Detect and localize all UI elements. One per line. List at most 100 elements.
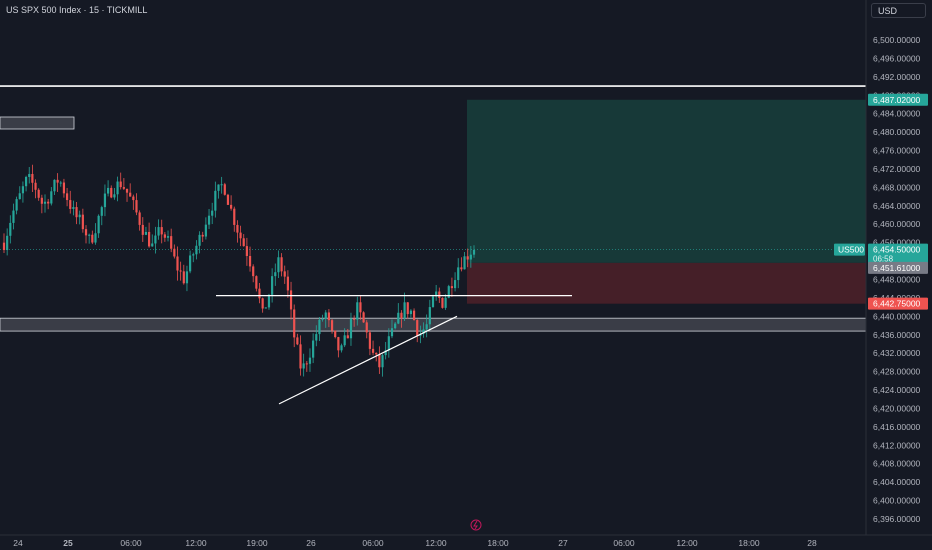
time-tick-label: 27: [558, 538, 568, 548]
candle-body: [359, 302, 362, 313]
candle-body: [356, 302, 359, 320]
candle-body: [444, 297, 447, 308]
candle-body: [113, 194, 116, 198]
candle-body: [28, 173, 31, 177]
candle-body: [62, 182, 66, 194]
candle-body: [438, 291, 441, 298]
candle-body: [242, 238, 245, 247]
candle-body: [397, 312, 400, 324]
candle-body: [148, 231, 151, 247]
candle-body: [119, 181, 122, 188]
candle-body: [157, 227, 160, 236]
candle-body: [207, 215, 211, 225]
candle-body: [252, 266, 255, 277]
price-tick-label: 6,464.00000: [873, 201, 921, 211]
candle-body: [346, 335, 349, 339]
candle-body: [116, 181, 119, 195]
stop-price-label: 6,442.75000: [873, 299, 921, 309]
candle-body: [258, 288, 261, 299]
candle-body: [283, 271, 286, 277]
candle-body: [15, 199, 18, 211]
symbol-title: US SPX 500 Index · 15 · TICKMILL: [6, 5, 148, 15]
candle-body: [135, 200, 138, 213]
candle-body: [47, 201, 50, 204]
candle-body: [94, 233, 97, 243]
price-tick-label: 6,484.00000: [873, 109, 921, 119]
candles: [2, 164, 476, 377]
candle-body: [12, 210, 15, 223]
candle-body: [129, 192, 132, 197]
candle-body: [132, 196, 135, 201]
price-tick-label: 6,476.00000: [873, 146, 921, 156]
time-tick-label: 12:00: [185, 538, 207, 548]
price-tick-label: 6,468.00000: [873, 182, 921, 192]
candle-body: [466, 256, 469, 260]
candle-body: [375, 352, 378, 355]
ascending-trendline: [278, 315, 458, 405]
candle-body: [43, 201, 47, 204]
currency-button[interactable]: USD: [871, 3, 926, 18]
candle-body: [182, 271, 185, 284]
candle-body: [217, 184, 220, 191]
candle-body: [110, 187, 113, 198]
time-tick-label: 26: [306, 538, 316, 548]
range-box: [0, 116, 75, 130]
candle-body: [435, 291, 438, 297]
candle-body: [6, 235, 9, 251]
price-tick-label: 6,496.00000: [873, 53, 921, 63]
candle-body: [195, 245, 198, 255]
candle-body: [431, 296, 435, 308]
price-tick-label: 6,428.00000: [873, 367, 921, 377]
price-tick-label: 6,400.00000: [873, 496, 921, 506]
time-tick-label: 06:00: [613, 538, 635, 548]
price-tick-label: 6,436.00000: [873, 330, 921, 340]
candle-body: [125, 188, 129, 193]
price-tick-label: 6,448.00000: [873, 275, 921, 285]
candle-body: [226, 194, 230, 205]
candle-body: [204, 224, 207, 237]
time-axis[interactable]: 24 25 06:00 12:00 19:00 26 06:00 12:00 18:00 27 06…: [0, 519, 932, 548]
candle-body: [50, 191, 53, 204]
countdown-label: 06:58: [873, 255, 894, 264]
candle-body: [255, 276, 258, 289]
candle-body: [318, 319, 321, 335]
candle-body: [160, 227, 163, 235]
candle-body: [349, 318, 353, 339]
candle-body: [21, 186, 25, 194]
stop-price-label-bg: [868, 297, 928, 310]
symbol-tag: US500: [838, 245, 864, 255]
candle-body: [327, 312, 330, 321]
candle-body: [18, 193, 21, 200]
candle-body: [428, 307, 431, 325]
candle-body: [103, 193, 107, 208]
candle-body: [84, 229, 88, 236]
lightning-icon[interactable]: [470, 519, 482, 531]
time-tick-label: 25: [63, 538, 73, 548]
candle-body: [378, 354, 381, 368]
drawings: [0, 85, 866, 405]
candle-body: [315, 334, 318, 341]
time-tick-label: 24: [13, 538, 23, 548]
candle-body: [337, 337, 340, 351]
candle-body: [56, 179, 59, 183]
candle-body: [334, 330, 337, 338]
candle-body: [154, 235, 157, 244]
profit-zone: [467, 99, 866, 263]
time-tick-label: 06:00: [120, 538, 142, 548]
target-price-label: 6,487.02000: [873, 95, 921, 105]
loss-zone: [467, 262, 866, 304]
price-tick-label: 6,492.00000: [873, 72, 921, 82]
candle-body: [463, 256, 466, 270]
candle-body: [141, 224, 144, 235]
candle-body: [406, 302, 409, 315]
price-tick-label: 6,420.00000: [873, 403, 921, 413]
candle-body: [321, 318, 324, 320]
candle-body: [425, 324, 428, 330]
candle-body: [81, 214, 84, 230]
candle-body: [368, 332, 372, 349]
candle-body: [192, 254, 195, 256]
candle-body: [245, 246, 248, 256]
symbol-tag-bg: [834, 243, 865, 256]
